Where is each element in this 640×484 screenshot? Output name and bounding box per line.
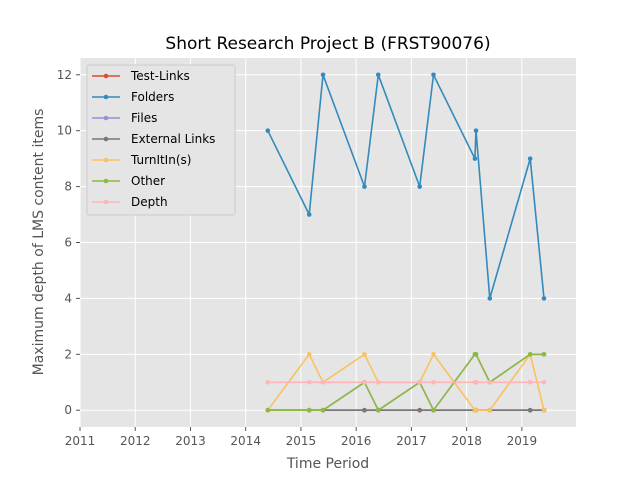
- data-point: [527, 379, 533, 385]
- data-point: [306, 212, 312, 217]
- data-point: [541, 379, 547, 385]
- data-point: [527, 352, 533, 357]
- y-tick-label: 2: [64, 347, 72, 361]
- legend-label: Depth: [131, 195, 168, 209]
- data-point: [362, 184, 367, 189]
- legend-item: Files: [92, 111, 157, 125]
- x-tick-label: 2017: [396, 434, 427, 448]
- series-line: [267, 353, 544, 412]
- legend-label: Test-Links: [130, 69, 190, 83]
- legend-item: Depth: [92, 195, 168, 209]
- data-point: [362, 379, 367, 385]
- data-point: [375, 379, 381, 385]
- y-tick-label: 10: [57, 124, 72, 138]
- x-tick-label: 2013: [175, 434, 206, 448]
- data-point: [306, 407, 312, 413]
- y-tick-label: 12: [57, 68, 72, 82]
- y-tick-label: 0: [64, 403, 72, 417]
- x-tick-label: 2011: [65, 434, 96, 448]
- data-point: [473, 352, 479, 357]
- x-tick-label: 2015: [286, 434, 317, 448]
- legend-swatch-marker: [103, 94, 109, 100]
- data-point: [375, 72, 381, 78]
- data-point: [320, 379, 326, 385]
- series-lines: [265, 72, 547, 413]
- series-depth: [265, 379, 547, 385]
- data-point: [362, 352, 367, 357]
- legend-label: Files: [131, 111, 157, 125]
- data-point: [417, 379, 422, 385]
- legend-item: Test-Links: [92, 69, 190, 83]
- data-point: [265, 407, 271, 413]
- legend-swatch-marker: [103, 73, 109, 79]
- data-point: [473, 407, 479, 413]
- data-point: [265, 128, 271, 133]
- data-point: [541, 296, 547, 301]
- legend-item: External Links: [92, 132, 215, 146]
- data-point: [431, 72, 436, 78]
- y-tick-label: 8: [64, 180, 72, 194]
- legend-swatch-marker: [103, 178, 109, 184]
- y-axis-label: Maximum depth of LMS content items: [31, 109, 47, 376]
- legend-swatch-marker: [103, 136, 109, 142]
- data-point: [306, 352, 312, 357]
- data-point: [306, 379, 312, 385]
- data-point: [541, 407, 547, 413]
- data-point: [362, 407, 367, 413]
- legend-swatch-marker: [103, 157, 109, 163]
- data-point: [375, 407, 381, 413]
- legend-item: Folders: [92, 90, 174, 104]
- data-point: [541, 352, 547, 357]
- data-point: [320, 407, 326, 413]
- legend-frame: [86, 64, 236, 216]
- data-point: [265, 379, 271, 385]
- legend-label: Folders: [131, 90, 174, 104]
- axis-ticks: 2011 2012 2013 2014 2015 2016 2017 2018 2019 0 2 4 6…: [57, 68, 537, 448]
- data-point: [417, 407, 422, 413]
- data-point: [472, 156, 478, 161]
- x-tick-label: 2018: [451, 434, 482, 448]
- legend-label: External Links: [131, 132, 215, 146]
- chart-title: Short Research Project B (FRST90076): [165, 34, 490, 54]
- series-folders: [265, 72, 547, 301]
- data-point: [431, 352, 436, 357]
- x-tick-label: 2016: [341, 434, 372, 448]
- legend-swatch-marker: [103, 199, 109, 205]
- x-tick-label: 2014: [230, 434, 261, 448]
- data-point: [431, 379, 436, 385]
- data-point: [487, 407, 493, 413]
- legend-swatch-marker: [103, 115, 109, 121]
- y-tick-label: 4: [64, 291, 72, 305]
- data-point: [473, 128, 479, 133]
- data-point: [417, 184, 422, 189]
- x-tick-label: 2012: [120, 434, 151, 448]
- data-point: [320, 72, 326, 78]
- data-point: [527, 156, 533, 161]
- data-point: [487, 296, 493, 301]
- legend-label: TurnItIn(s): [130, 153, 191, 167]
- legend: Test-Links Folders Files External Links Turn…: [86, 64, 236, 216]
- legend-label: Other: [131, 174, 165, 188]
- series-line: [267, 353, 545, 412]
- series-line: [267, 74, 545, 300]
- legend-items: Test-Links Folders Files External Links Turn…: [92, 69, 215, 209]
- legend-item: TurnItIn(s): [92, 153, 191, 167]
- x-axis-label: Time Period: [286, 456, 369, 472]
- data-point: [431, 407, 436, 413]
- y-tick-label: 6: [64, 236, 72, 250]
- x-tick-label: 2019: [507, 434, 538, 448]
- data-point: [487, 379, 493, 385]
- data-point: [527, 407, 533, 413]
- legend-item: Other: [92, 174, 165, 188]
- data-point: [473, 379, 479, 385]
